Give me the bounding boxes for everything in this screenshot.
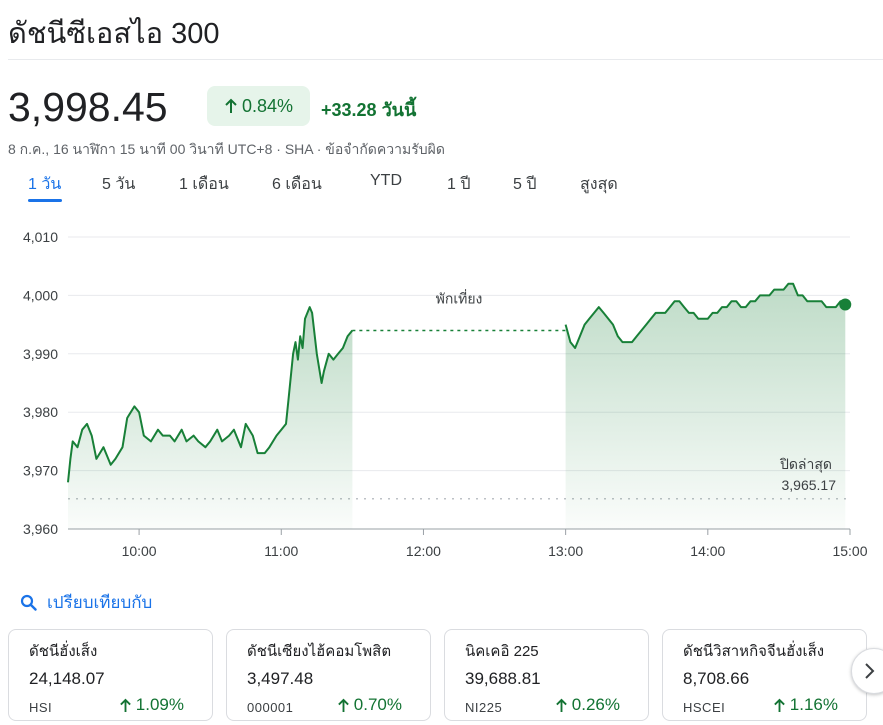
last-price-dot [839, 298, 852, 311]
afternoon-session-line [564, 282, 846, 349]
index-card-sse[interactable]: ดัชนีเซียงไฮ้คอมโพสิต 3,497.48 000001 0.… [226, 629, 431, 721]
previous-close-label: ปิดล่าสุด [779, 456, 832, 473]
card-change: 1.09% [119, 695, 184, 715]
tab-max[interactable]: สูงสุด [580, 176, 618, 193]
page-title: ดัชนีซีเอสไอ 300 [8, 18, 220, 50]
card-symbol: NI225 [465, 700, 503, 715]
tab-1y[interactable]: 1 ปี [447, 176, 471, 193]
arrow-up-icon [555, 698, 567, 712]
tab-ytd[interactable]: YTD [370, 172, 402, 189]
compare-button[interactable]: เปรียบเทียบกับ [20, 589, 152, 616]
x-tick-label: 14:00 [690, 543, 725, 559]
arrow-up-icon [225, 98, 237, 113]
card-name: ดัชนีวิสาหกิจจีนฮั่งเส็ง [683, 643, 825, 660]
change-absolute-suffix: วันนี้ [381, 100, 417, 120]
current-price: 3,998.45 [8, 84, 168, 130]
arrow-up-icon [119, 698, 131, 712]
header-divider [8, 59, 883, 60]
tab-6m[interactable]: 6 เดือน [272, 176, 322, 193]
y-tick-label: 3,960 [23, 521, 58, 537]
card-name: นิคเคอิ 225 [465, 643, 539, 660]
compare-label: เปรียบเทียบกับ [47, 593, 153, 612]
card-change-value: 0.26% [571, 695, 620, 714]
y-tick-label: 3,970 [23, 463, 58, 479]
arrow-up-icon [337, 698, 349, 712]
y-tick-label: 4,000 [23, 287, 58, 303]
afternoon-session-area [565, 283, 846, 529]
tab-5d[interactable]: 5 วัน [102, 176, 136, 193]
chevron-right-icon [865, 663, 875, 679]
active-tab-indicator [28, 199, 62, 202]
x-tick-label: 10:00 [122, 543, 157, 559]
change-absolute: +33.28 วันนี้ [321, 95, 416, 124]
x-tick-label: 13:00 [548, 543, 583, 559]
card-value: 24,148.07 [29, 669, 105, 688]
tab-1m[interactable]: 1 เดือน [179, 176, 229, 193]
index-card-hsi[interactable]: ดัชนีฮั่งเส็ง 24,148.07 HSI 1.09% [8, 629, 213, 721]
previous-close-value: 3,965.17 [782, 477, 837, 493]
y-tick-label: 3,990 [23, 346, 58, 362]
tab-1d[interactable]: 1 วัน [28, 176, 62, 193]
card-change: 0.26% [555, 695, 620, 715]
card-change: 0.70% [337, 695, 402, 715]
card-change-value: 1.16% [789, 695, 838, 714]
card-value: 3,497.48 [247, 669, 314, 688]
card-symbol: HSI [29, 700, 53, 715]
tab-5y[interactable]: 5 ปี [513, 176, 537, 193]
change-absolute-value: +33.28 [321, 100, 377, 120]
arrow-up-icon [773, 698, 785, 712]
card-value: 39,688.81 [465, 669, 541, 688]
card-name: ดัชนีฮั่งเส็ง [29, 643, 98, 660]
card-symbol: 000001 [247, 700, 294, 715]
card-change-value: 1.09% [135, 695, 184, 714]
y-tick-label: 4,010 [23, 229, 58, 245]
change-percent-badge: 0.84% [207, 86, 310, 126]
x-tick-label: 15:00 [832, 543, 867, 559]
search-icon [20, 594, 37, 611]
index-card-hscei[interactable]: ดัชนีวิสาหกิจจีนฮั่งเส็ง 8,708.66 HSCEI … [662, 629, 867, 721]
morning-session-line [67, 306, 354, 483]
card-name: ดัชนีเซียงไฮ้คอมโพสิต [247, 643, 392, 660]
next-cards-button[interactable] [851, 648, 883, 694]
price-chart[interactable]: 4,010 4,000 3,990 3,980 3,970 3,960 10:00 11:00… [0, 220, 883, 565]
index-card-nikkei[interactable]: นิคเคอิ 225 39,688.81 NI225 0.26% [444, 629, 649, 721]
card-change-value: 0.70% [353, 695, 402, 714]
card-symbol: HSCEI [683, 700, 726, 715]
quote-meta: 8 ก.ค., 16 นาฬิกา 15 นาที 00 วินาที UTC+… [8, 141, 445, 157]
y-tick-label: 3,980 [23, 404, 58, 420]
x-tick-label: 11:00 [264, 543, 298, 559]
morning-session-area [68, 307, 353, 529]
card-change: 1.16% [773, 695, 838, 715]
change-percent-value: 0.84% [241, 95, 294, 116]
lunch-break-label: พักเที่ยง [436, 289, 483, 306]
x-tick-label: 12:00 [406, 543, 441, 559]
card-value: 8,708.66 [683, 669, 750, 688]
